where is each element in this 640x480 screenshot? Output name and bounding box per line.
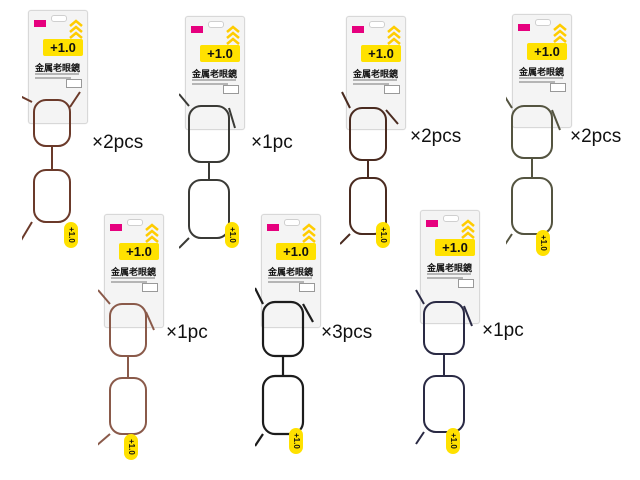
lens-power-sticker: +1.0 xyxy=(376,222,390,248)
chevron-up-icon xyxy=(553,23,567,43)
brand-logo xyxy=(267,224,279,231)
quantity-label: ×1pc xyxy=(251,132,293,153)
glasses-icon xyxy=(415,289,473,445)
brand-logo xyxy=(352,26,364,33)
product-name: 金属老眼鏡 xyxy=(111,267,157,277)
hang-hole xyxy=(284,219,300,226)
product-1: +1.0 金属老眼鏡 +1.0 ×2pcs xyxy=(22,10,178,250)
label-box xyxy=(550,83,566,92)
chevron-up-icon xyxy=(302,223,316,243)
package-card: +1.0 金属老眼鏡 xyxy=(104,214,164,328)
package-card: +1.0 金属老眼鏡 xyxy=(420,210,480,324)
hang-hole xyxy=(127,219,143,226)
glasses-icon xyxy=(98,289,155,446)
product-7: +1.0 金属老眼鏡 +1.0 ×1pc xyxy=(415,210,570,454)
glasses-icon xyxy=(255,287,314,447)
power-badge: +1.0 xyxy=(361,45,401,62)
product-5: +1.0 金属老眼鏡 +1.0 ×1pc xyxy=(98,214,254,460)
product-6: +1.0 金属老眼鏡 +1.0 ×3pcs xyxy=(255,214,411,454)
label-box xyxy=(384,85,400,94)
quantity-label: ×3pcs xyxy=(321,322,373,343)
product-name: 金属老眼鏡 xyxy=(35,63,81,73)
brand-logo xyxy=(34,20,46,27)
product-4: +1.0 金属老眼鏡 +1.0 ×2pcs xyxy=(506,14,640,256)
power-badge: +1.0 xyxy=(43,39,83,56)
quantity-label: ×2pcs xyxy=(92,132,144,153)
lens-power-sticker: +1.0 xyxy=(446,428,460,454)
lens-power-sticker: +1.0 xyxy=(289,428,303,454)
chevron-up-icon xyxy=(145,223,159,243)
product-2: +1.0 金属老眼鏡 +1.0 ×1pc xyxy=(179,16,335,256)
power-badge: +1.0 xyxy=(276,243,316,260)
label-box xyxy=(66,79,82,88)
lens-power-sticker: +1.0 xyxy=(64,222,78,248)
quantity-label: ×1pc xyxy=(166,322,208,343)
glasses-icon xyxy=(179,93,236,249)
brand-logo xyxy=(426,220,438,227)
lens-power-sticker: +1.0 xyxy=(536,230,550,256)
hang-hole xyxy=(443,215,459,222)
brand-logo xyxy=(518,24,530,31)
brand-logo xyxy=(110,224,122,231)
label-box xyxy=(458,279,474,288)
product-name: 金属老眼鏡 xyxy=(353,69,399,79)
label-box xyxy=(142,283,158,292)
hang-hole xyxy=(535,19,551,26)
hang-hole xyxy=(51,15,67,22)
lens-power-sticker: +1.0 xyxy=(124,434,138,460)
power-badge: +1.0 xyxy=(435,239,475,256)
lens-power-sticker: +1.0 xyxy=(225,222,239,248)
product-3: +1.0 金属老眼鏡 +1.0 ×2pcs xyxy=(340,16,496,256)
quantity-label: ×2pcs xyxy=(570,126,622,147)
hang-hole xyxy=(208,21,224,28)
power-badge: +1.0 xyxy=(119,243,159,260)
package-card: +1.0 金属老眼鏡 xyxy=(261,214,321,328)
hang-hole xyxy=(369,21,385,28)
chevron-up-icon xyxy=(226,25,240,45)
product-name: 金属老眼鏡 xyxy=(192,69,238,79)
glasses-icon xyxy=(506,96,561,245)
product-name: 金属老眼鏡 xyxy=(519,67,565,77)
product-name: 金属老眼鏡 xyxy=(268,267,314,277)
power-badge: +1.0 xyxy=(200,45,240,62)
product-name: 金属老眼鏡 xyxy=(427,263,473,273)
glasses-icon xyxy=(340,91,399,245)
label-box xyxy=(223,85,239,94)
package-card: +1.0 金属老眼鏡 xyxy=(185,16,245,130)
chevron-up-icon xyxy=(387,25,401,45)
chevron-up-icon xyxy=(461,219,475,239)
quantity-label: ×1pc xyxy=(482,320,524,341)
quantity-label: ×2pcs xyxy=(410,126,462,147)
label-box xyxy=(299,283,315,292)
package-card: +1.0 金属老眼鏡 xyxy=(512,14,572,128)
chevron-up-icon xyxy=(69,19,83,39)
brand-logo xyxy=(191,26,203,33)
package-card: +1.0 金属老眼鏡 xyxy=(28,10,88,124)
glasses-icon xyxy=(22,91,81,241)
package-card: +1.0 金属老眼鏡 xyxy=(346,16,406,130)
power-badge: +1.0 xyxy=(527,43,567,60)
